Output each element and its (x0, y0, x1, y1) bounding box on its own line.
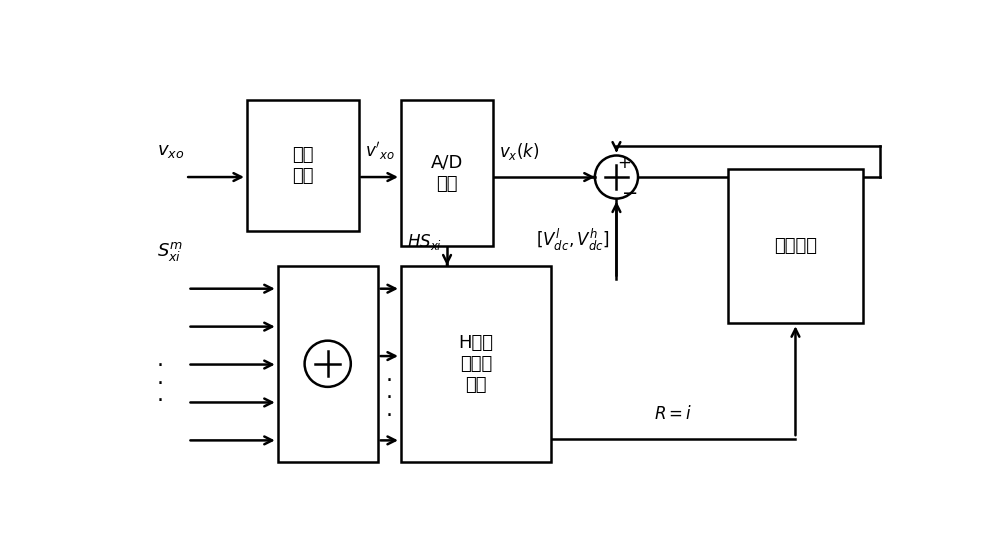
Text: $R=i$: $R=i$ (654, 405, 692, 423)
Text: $v_x(k)$: $v_x(k)$ (499, 141, 540, 162)
Text: $HS_{xi}$: $HS_{xi}$ (407, 232, 442, 252)
Text: $v'_{xo}$: $v'_{xo}$ (365, 140, 395, 162)
Text: H桥开
关状态
判断: H桥开 关状态 判断 (458, 334, 493, 393)
FancyBboxPatch shape (728, 169, 863, 323)
Text: $S^{m}_{xi}$: $S^{m}_{xi}$ (157, 241, 183, 264)
Text: +: + (617, 154, 631, 172)
FancyBboxPatch shape (247, 100, 358, 231)
Text: 全波
整流: 全波 整流 (292, 146, 313, 185)
Text: ·
·
·: · · · (156, 356, 163, 411)
FancyBboxPatch shape (278, 265, 378, 462)
Text: ·
·
·: · · · (386, 371, 393, 426)
Text: $[V^l_{dc},V^h_{dc}]$: $[V^l_{dc},V^h_{dc}]$ (536, 226, 609, 252)
FancyBboxPatch shape (401, 265, 551, 462)
Text: $v_{xo}$: $v_{xo}$ (157, 142, 184, 160)
Text: −: − (622, 185, 638, 203)
Text: A/D
采样: A/D 采样 (431, 154, 463, 192)
Text: 故障判断: 故障判断 (774, 238, 817, 256)
FancyBboxPatch shape (401, 100, 493, 246)
